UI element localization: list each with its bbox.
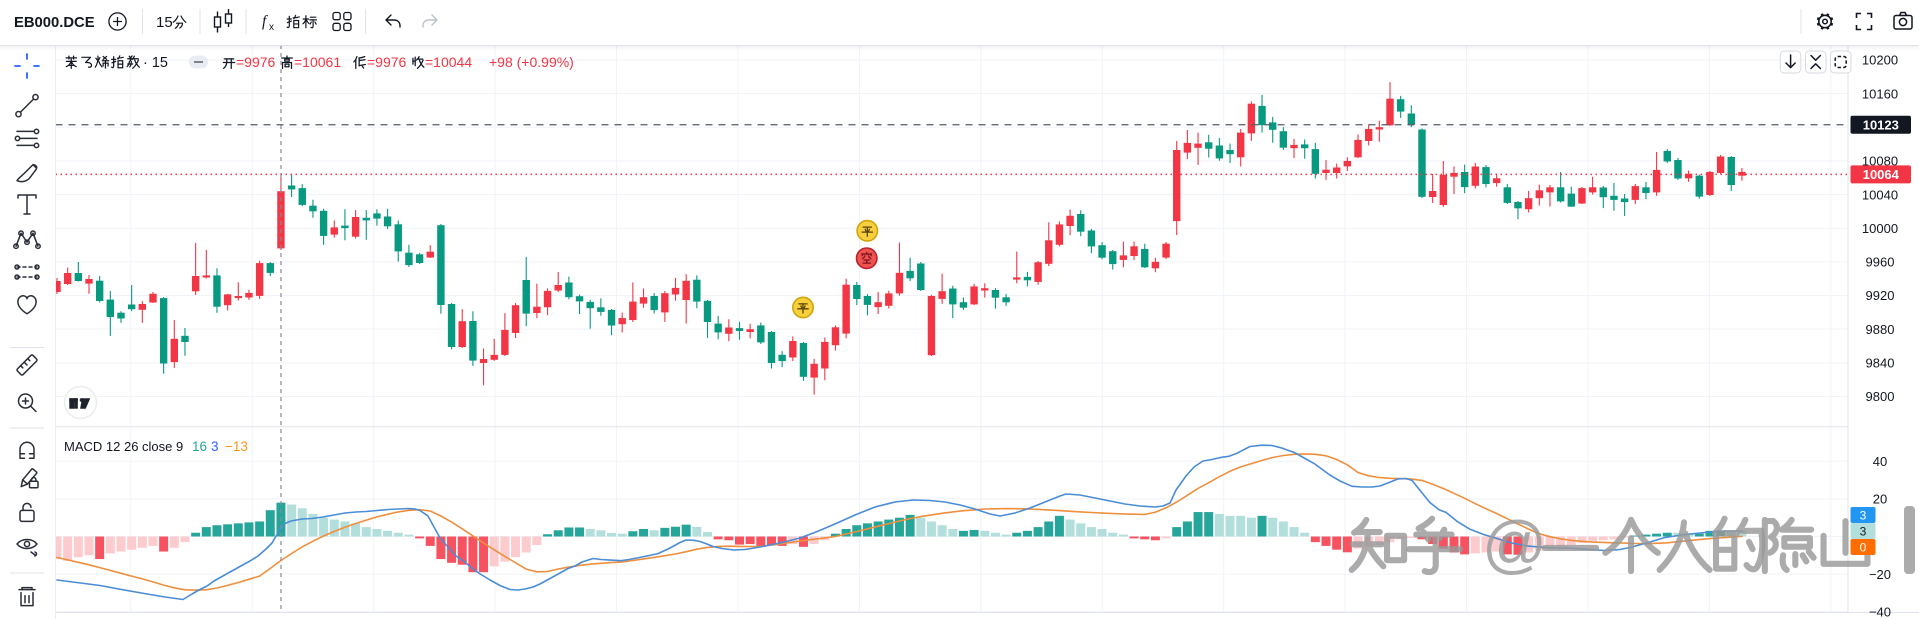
svg-text:@: @ (1482, 508, 1547, 580)
svg-text:10064: 10064 (1863, 167, 1900, 182)
svg-text:EB000.DCE: EB000.DCE (14, 15, 95, 31)
svg-text:=10044: =10044 (425, 54, 472, 70)
svg-text:9960: 9960 (1866, 255, 1895, 270)
svg-text:· 15: · 15 (143, 55, 168, 71)
svg-text:−13: −13 (225, 439, 248, 454)
svg-text:9840: 9840 (1866, 356, 1895, 371)
svg-text:9920: 9920 (1866, 288, 1895, 303)
svg-text:=9976: =9976 (236, 54, 276, 70)
svg-text:40: 40 (1873, 454, 1887, 469)
svg-text:20: 20 (1873, 492, 1887, 507)
svg-text:f: f (262, 13, 269, 30)
svg-text:−20: −20 (1869, 567, 1891, 582)
svg-text:9880: 9880 (1866, 322, 1895, 337)
svg-text:3: 3 (211, 439, 219, 454)
svg-text:15: 15 (156, 14, 173, 31)
svg-text:9800: 9800 (1866, 389, 1895, 404)
svg-text:10040: 10040 (1862, 187, 1898, 202)
svg-text:10160: 10160 (1862, 86, 1898, 101)
svg-text:−40: −40 (1869, 604, 1891, 619)
svg-text:0: 0 (1860, 540, 1867, 554)
svg-text:MACD 12 26 close 9: MACD 12 26 close 9 (64, 439, 183, 454)
svg-text:3: 3 (1860, 508, 1867, 522)
svg-text:=9976: =9976 (367, 54, 407, 70)
svg-text:3: 3 (1860, 524, 1867, 538)
svg-text:10123: 10123 (1863, 117, 1899, 132)
svg-text:10080: 10080 (1862, 154, 1898, 169)
svg-text:+98 (+0.99%): +98 (+0.99%) (489, 54, 574, 70)
svg-text:x: x (269, 22, 274, 33)
svg-text:10200: 10200 (1862, 53, 1898, 68)
svg-text:10000: 10000 (1862, 221, 1898, 236)
svg-text:=10061: =10061 (294, 54, 341, 70)
svg-text:16: 16 (192, 439, 207, 454)
